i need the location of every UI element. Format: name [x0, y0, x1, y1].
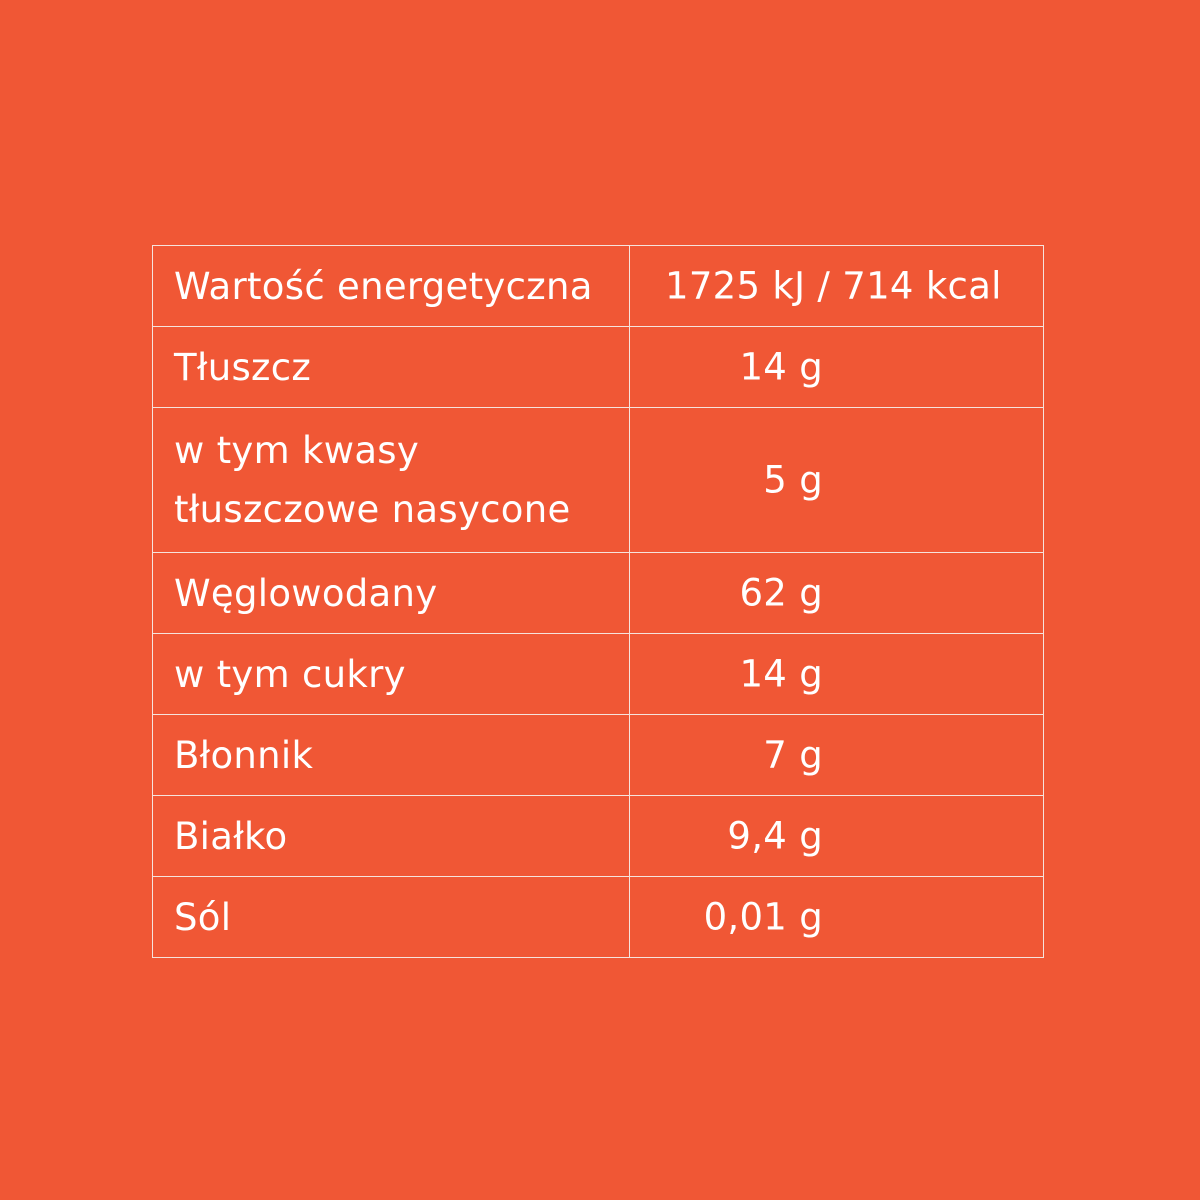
nutrient-value: 7 g	[763, 733, 823, 777]
table-row: w tym kwasy tłuszczowe nasycone 5 g	[152, 407, 1044, 553]
nutrient-name: Tłuszcz	[152, 326, 630, 408]
nutrient-name: Węglowodany	[152, 552, 630, 634]
nutrient-name: w tym kwasy tłuszczowe nasycone	[152, 407, 630, 553]
table-row: Tłuszcz 14 g	[152, 326, 1044, 408]
table-row: Węglowodany 62 g	[152, 552, 1044, 634]
nutrient-value: 5 g	[763, 458, 823, 502]
nutrient-name-line: tłuszczowe nasycone	[174, 488, 571, 531]
table-row: w tym cukry 14 g	[152, 633, 1044, 715]
table-row: Błonnik 7 g	[152, 714, 1044, 796]
nutrient-value: 1725 kJ / 714 kcal	[665, 264, 1002, 308]
table-row: Białko 9,4 g	[152, 795, 1044, 877]
nutrient-name: Wartość energetyczna	[152, 245, 630, 327]
table-row: Wartość energetyczna 1725 kJ / 714 kcal	[152, 245, 1044, 327]
table-row: Sól 0,01 g	[152, 876, 1044, 958]
nutrient-name: w tym cukry	[152, 633, 630, 715]
nutrient-value: 0,01 g	[703, 895, 823, 939]
nutrition-table: Wartość energetyczna 1725 kJ / 714 kcal …	[152, 245, 1044, 958]
nutrient-name: Błonnik	[152, 714, 630, 796]
nutrient-value: 62 g	[739, 571, 823, 615]
nutrient-name: Sól	[152, 876, 630, 958]
nutrient-name-line: w tym kwasy	[174, 429, 420, 472]
nutrient-value: 9,4 g	[727, 814, 823, 858]
nutrient-name: Białko	[152, 795, 630, 877]
nutrient-value: 14 g	[739, 652, 823, 696]
nutrient-value: 14 g	[739, 345, 823, 389]
